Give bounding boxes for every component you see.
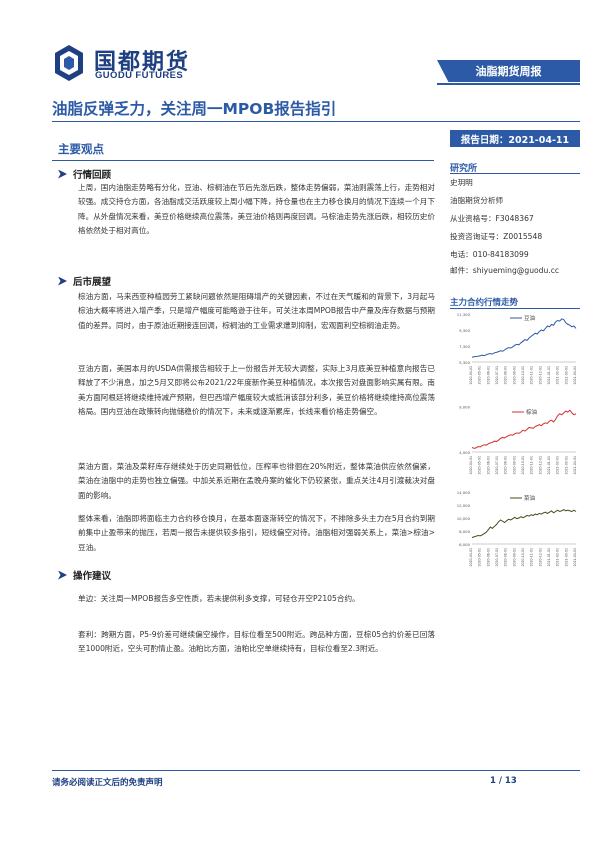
x-tick-label: 2021-03-01 bbox=[564, 456, 568, 475]
x-tick-label: 2020-12-01 bbox=[538, 366, 542, 385]
x-tick-label: 2021-02-01 bbox=[556, 366, 560, 385]
series-line bbox=[471, 318, 577, 358]
page-number: 1 / 13 bbox=[490, 776, 517, 786]
report-title: 油脂反弹乏力，关注周一MPOB报告指引 bbox=[52, 100, 337, 118]
section-heading-outlook: 后市展望 bbox=[58, 274, 111, 288]
x-tick-label: 2020-09-01 bbox=[512, 456, 516, 475]
paragraph: 套利：跨期方面，P5-9价差可继续偏空操作，目标位看至500附近。跨品种方面，豆… bbox=[78, 630, 435, 654]
footer-rule bbox=[52, 770, 580, 771]
y-tick-label: 9,300 bbox=[459, 328, 470, 333]
y-tick-label: 11,300 bbox=[457, 312, 471, 317]
x-tick-label: 2020-10-01 bbox=[521, 456, 525, 475]
company-name-en: GUODU FUTURES bbox=[95, 70, 184, 81]
email: 邮件：shiyueming@guodu.cc bbox=[450, 266, 560, 275]
x-tick-label: 2020-10-01 bbox=[521, 366, 525, 385]
y-tick-label: 9,000 bbox=[459, 405, 470, 410]
legend-label: 菜油 bbox=[524, 494, 536, 502]
x-tick-label: 2020-05-01 bbox=[478, 456, 482, 475]
chart-section-rule bbox=[450, 308, 580, 309]
x-tick-label: 2020-06-01 bbox=[486, 366, 490, 385]
sidebar-rule bbox=[450, 173, 580, 174]
header-rule bbox=[437, 83, 580, 85]
paragraph: 豆油方面，美国本月的USDA供需报告相较于上一份报告并无较大调整，实际上3月底美… bbox=[78, 364, 435, 416]
logo-icon bbox=[55, 45, 83, 81]
x-tick-label: 2021-04-01 bbox=[573, 366, 577, 385]
consulting-number: 投资咨询证号：Z0015548 bbox=[450, 232, 543, 241]
x-tick-label: 2021-01-01 bbox=[547, 456, 551, 475]
x-tick-label: 2021-02-01 bbox=[556, 548, 560, 567]
paragraph: 整体来看，油脂即将面临主力合约移仓换月，在基本面逐渐转空的情况下，不排除多头主力… bbox=[78, 514, 435, 552]
disclaimer: 请务必阅读正文后的免责声明 bbox=[52, 778, 163, 788]
x-tick-label: 2020-05-01 bbox=[478, 548, 482, 567]
arrow-bullet-icon bbox=[58, 276, 67, 286]
main-heading: 主要观点 bbox=[58, 142, 104, 156]
analyst-role: 油脂期货分析师 bbox=[450, 196, 504, 205]
arrow-bullet-icon bbox=[58, 570, 67, 580]
y-tick-label: 8,000 bbox=[459, 529, 470, 534]
paragraph: 棕油方面，马来西亚种植园劳工紧缺问题依然是阻碍增产的关键因素，不过在天气暖和的背… bbox=[78, 292, 435, 330]
paragraph: 菜油方面，菜油及菜籽库存继续处于历史同期低位，压榨率也徘徊在20%附近，整体菜油… bbox=[78, 462, 435, 500]
report-date: 报告日期：2021-04-11 bbox=[450, 130, 580, 147]
x-tick-label: 2020-10-01 bbox=[521, 548, 525, 567]
y-tick-label: 14,000 bbox=[457, 490, 471, 495]
x-tick-label: 2021-01-01 bbox=[547, 548, 551, 567]
sidebar-heading: 研究所 bbox=[450, 164, 478, 174]
main-heading-rule bbox=[52, 160, 434, 161]
x-tick-label: 2021-04-01 bbox=[573, 548, 577, 567]
y-tick-label: 6,000 bbox=[459, 542, 470, 547]
x-tick-label: 2020-07-01 bbox=[495, 366, 499, 385]
x-tick-label: 2020-08-01 bbox=[504, 366, 508, 385]
x-tick-label: 2020-12-01 bbox=[538, 548, 542, 567]
paragraph: 单边：关注周一MPOB报告多空性质，若未提供利多支撑，可轻仓开空P2105合约。 bbox=[78, 594, 360, 603]
analyst-name: 史玥明 bbox=[450, 178, 473, 187]
x-tick-label: 2021-03-01 bbox=[564, 366, 568, 385]
x-tick-label: 2020-04-01 bbox=[469, 456, 473, 475]
paragraph: 上周，国内油脂走势略有分化，豆油、棕榈油在节后先涨后跌，整体走势偏弱，菜油则震荡… bbox=[78, 183, 435, 235]
section-heading-review: 行情回顾 bbox=[58, 167, 111, 181]
y-tick-label: 12,000 bbox=[457, 503, 471, 508]
x-tick-label: 2021-03-01 bbox=[564, 548, 568, 567]
x-tick-label: 2020-04-01 bbox=[469, 548, 473, 567]
x-tick-label: 2020-11-01 bbox=[530, 456, 534, 475]
x-tick-label: 2020-09-01 bbox=[512, 366, 516, 385]
x-tick-label: 2020-09-01 bbox=[512, 548, 516, 567]
legend-label: 棕油 bbox=[526, 408, 538, 416]
x-tick-label: 2020-05-01 bbox=[478, 366, 482, 385]
x-tick-label: 2020-08-01 bbox=[504, 456, 508, 475]
legend-label: 豆油 bbox=[524, 314, 536, 322]
x-tick-label: 2020-06-01 bbox=[486, 548, 490, 567]
y-tick-label: 7,300 bbox=[459, 344, 470, 349]
chart-section-title: 主力合约行情走势 bbox=[450, 298, 519, 308]
series-line bbox=[471, 409, 577, 449]
x-tick-label: 2021-04-01 bbox=[573, 456, 577, 475]
y-tick-label: 4,000 bbox=[459, 450, 470, 455]
series-line bbox=[471, 508, 577, 538]
x-tick-label: 2020-11-01 bbox=[530, 366, 534, 385]
x-tick-label: 2020-08-01 bbox=[504, 548, 508, 567]
x-tick-label: 2020-07-01 bbox=[495, 548, 499, 567]
section-heading-strategy: 操作建议 bbox=[58, 568, 111, 582]
title-rule bbox=[52, 121, 580, 122]
x-tick-label: 2021-01-01 bbox=[547, 366, 551, 385]
phone: 电话：010-84183099 bbox=[450, 250, 529, 259]
arrow-bullet-icon bbox=[58, 169, 67, 179]
company-name-cn: 国都期货 bbox=[94, 50, 191, 75]
x-tick-label: 2020-07-01 bbox=[495, 456, 499, 475]
x-tick-label: 2020-11-01 bbox=[530, 548, 534, 567]
x-tick-label: 2020-04-01 bbox=[469, 366, 473, 385]
x-tick-label: 2020-06-01 bbox=[486, 456, 490, 475]
x-tick-label: 2021-02-01 bbox=[556, 456, 560, 475]
qualification-number: 从业资格号：F3048367 bbox=[450, 214, 534, 223]
report-type-tag: 油脂期货周报 bbox=[437, 60, 580, 82]
x-tick-label: 2020-12-01 bbox=[538, 456, 542, 475]
y-tick-label: 5,300 bbox=[459, 360, 470, 365]
y-tick-label: 10,000 bbox=[457, 516, 471, 521]
